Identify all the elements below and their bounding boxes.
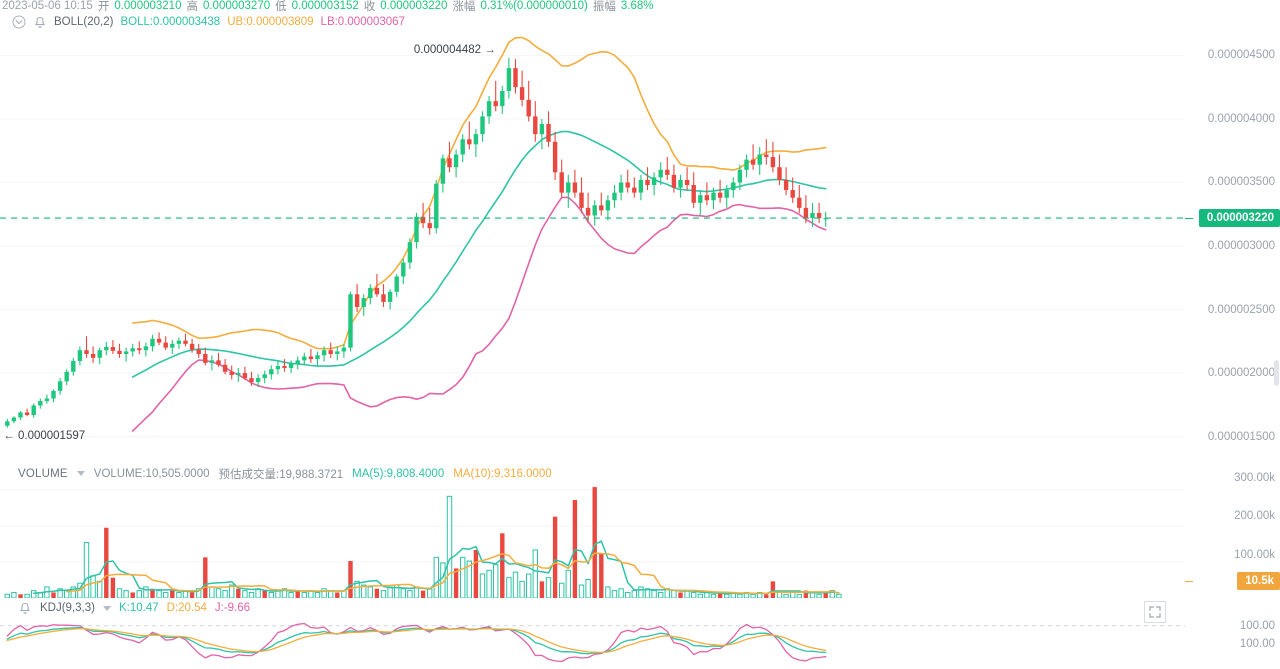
price-axis-tick: 0.000002500	[1207, 303, 1275, 316]
kdj-k-value: K:10.47	[118, 602, 159, 614]
volume-chart-pane[interactable]	[0, 464, 1185, 598]
ohlc-header: 2023-05-06 10:15 开 0.000003210 高 0.00000…	[0, 0, 653, 14]
volume-axis-tick: 100.00k	[1234, 549, 1275, 561]
ohlc-close-value: 0.000003220	[380, 0, 448, 12]
ohlc-change-value: 0.31%(0.000000010)	[480, 0, 588, 12]
price-axis-tick: 0.000004500	[1207, 49, 1275, 62]
kdj-j-value: J:-9.66	[214, 602, 251, 614]
ohlc-high-value: 0.000003270	[202, 0, 271, 12]
boll-indicator-name[interactable]: BOLL(20,2)	[54, 16, 114, 28]
volume-value: VOLUME:10,505.0000	[93, 467, 210, 480]
price-axis-tick: 0.000002000	[1207, 367, 1275, 380]
expand-icon[interactable]	[1144, 601, 1166, 623]
ohlc-open-label: 开	[97, 1, 110, 13]
kdj-d-value: D:20.54	[166, 602, 207, 614]
ohlc-datetime: 2023-05-06 10:15	[2, 0, 93, 12]
estimated-volume-value: 预估成交量:19,988.3721	[218, 468, 344, 481]
current-price-badge[interactable]: 0.000003220	[1198, 209, 1280, 228]
boll-lower-value: LB:0.000003067	[320, 16, 405, 28]
caret-down-icon[interactable]	[102, 605, 111, 611]
price-axis[interactable]: 0.000004500 0.000004000 0.000003500 0.00000…	[1185, 30, 1280, 462]
boll-legend: BOLL(20,2) BOLL:0.000003438 UB:0.0000038…	[12, 13, 405, 31]
kdj-legend: KDJ(9,3,3) K:10.47 D:20.54 J:-9.66	[18, 600, 250, 616]
chevron-down-circle-icon[interactable]	[12, 15, 26, 29]
scrollbar-thumb[interactable]	[1274, 360, 1279, 386]
caret-down-icon[interactable]	[76, 471, 85, 476]
ohlc-amplitude-label: 振幅	[592, 1, 616, 13]
volume-legend: VOLUME VOLUME:10,505.0000 预估成交量:19,988.3…	[18, 465, 552, 482]
boll-upper-value: UB:0.000003809	[227, 16, 314, 28]
bell-icon[interactable]	[33, 15, 47, 29]
kdj-chart-pane[interactable]	[0, 618, 1185, 669]
ohlc-low-value: 0.000003152	[291, 0, 359, 12]
current-volume-tick-dash	[1185, 581, 1193, 582]
volume-ma5-value: MA(5):9,808.4000	[352, 467, 445, 480]
ohlc-amplitude-value: 3.68%	[620, 0, 654, 12]
price-axis-tick: 0.000001500	[1207, 430, 1275, 443]
volume-axis-tick: 100.00	[1239, 638, 1275, 650]
volume-ma10-value: MA(10):9,316.0000	[453, 467, 552, 480]
bell-icon[interactable]	[18, 601, 32, 615]
boll-mid-value: BOLL:0.000003438	[120, 16, 221, 28]
current-volume-badge[interactable]: 10.5k	[1237, 572, 1280, 590]
volume-axis-tick: 300.00k	[1234, 472, 1275, 484]
volume-axis-tick: 200.00k	[1234, 510, 1275, 522]
price-axis-tick: 0.000004000	[1207, 112, 1275, 125]
ohlc-close-label: 收	[363, 1, 376, 13]
ohlc-open-value: 0.000003210	[114, 0, 182, 12]
kdj-axis-tick: 100.00	[1239, 619, 1275, 632]
kdj-axis[interactable]: 100.00 100.00	[1185, 618, 1280, 669]
current-price-tick-dash	[1185, 218, 1193, 220]
ohlc-change-label: 涨幅	[452, 1, 476, 13]
price-axis-tick: 0.000003500	[1207, 176, 1275, 189]
kdj-indicator-name[interactable]: KDJ(9,3,3)	[40, 602, 95, 614]
ohlc-low-label: 低	[275, 1, 287, 13]
price-chart-pane[interactable]	[0, 30, 1185, 462]
price-axis-tick: 0.000003000	[1207, 240, 1275, 252]
volume-axis[interactable]: 300.00k 200.00k 100.00k 10.5k	[1185, 464, 1280, 598]
volume-title[interactable]: VOLUME	[18, 467, 68, 480]
ohlc-high-label: 高	[186, 1, 198, 13]
